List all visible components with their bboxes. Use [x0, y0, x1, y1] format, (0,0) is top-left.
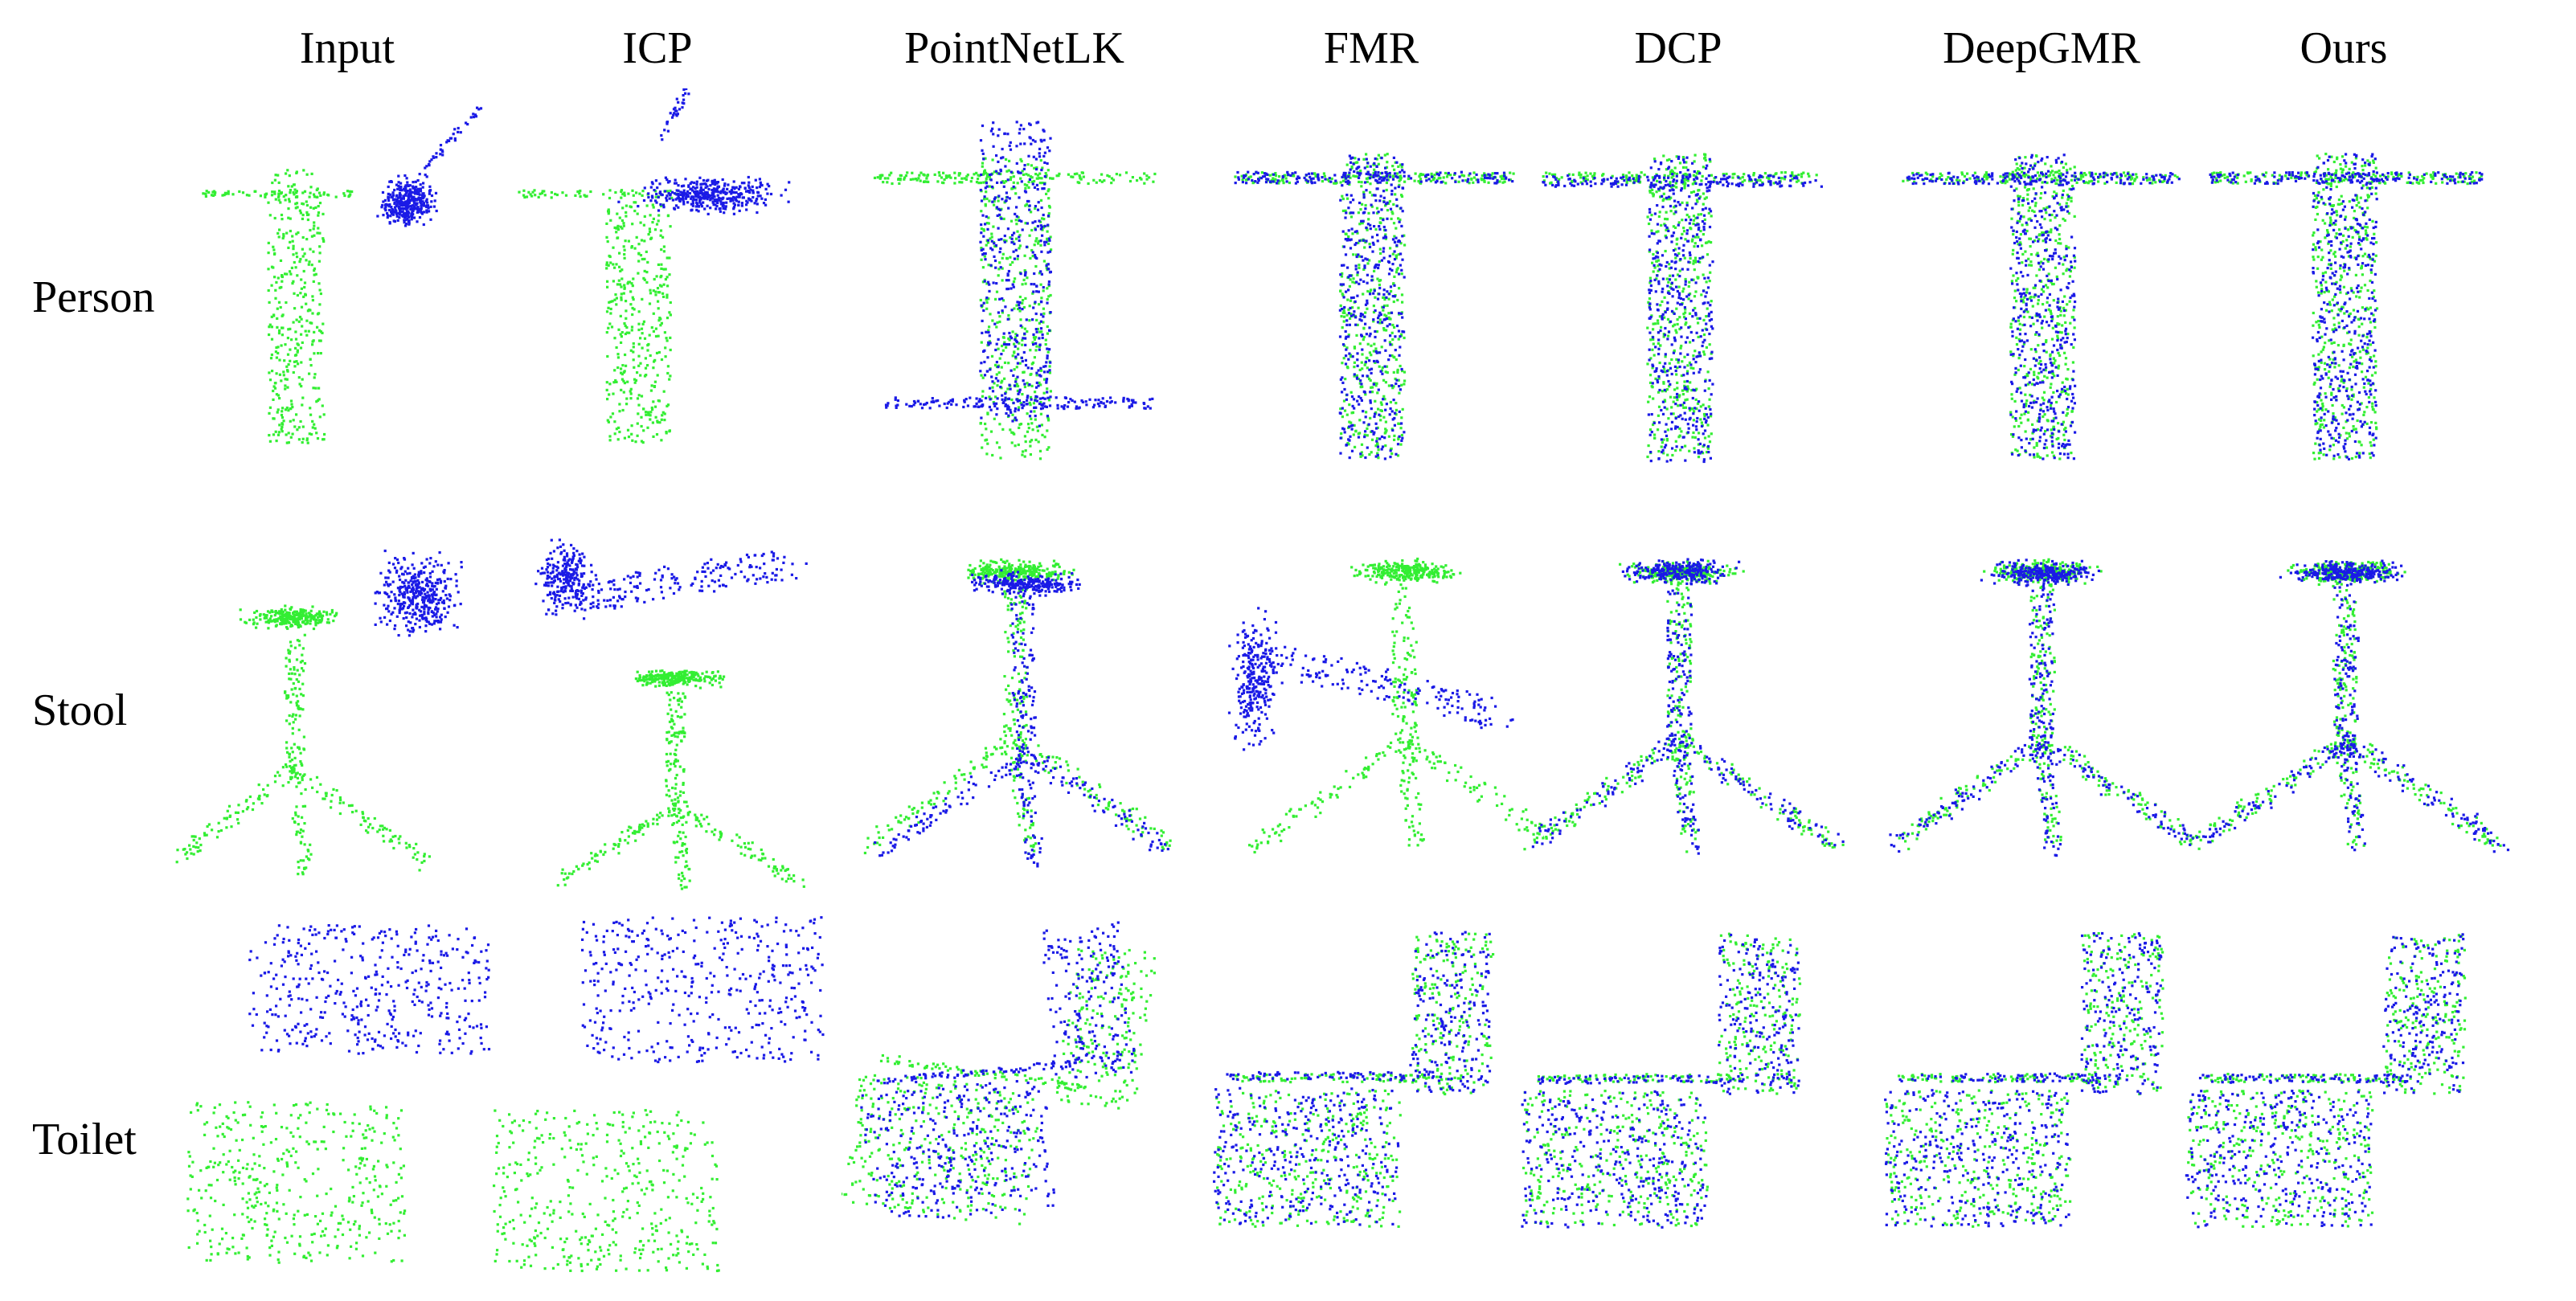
- source-points: [1889, 558, 2194, 857]
- point-cloud-toilet-deepgmr: [1869, 892, 2214, 1278]
- source-points: [1906, 153, 2181, 460]
- target-points: [556, 669, 805, 890]
- point-cloud-svg: [1521, 932, 1802, 1229]
- target-points: [842, 947, 1156, 1225]
- source-points: [248, 924, 491, 1055]
- row-label-toilet: Toilet: [32, 1114, 137, 1165]
- point-cloud-svg: [2209, 153, 2484, 460]
- point-cloud-svg: [1234, 153, 1515, 460]
- source-points: [1531, 558, 1845, 855]
- point-cloud-person-deepgmr: [1869, 88, 2214, 474]
- source-points: [860, 921, 1136, 1219]
- source-points: [534, 538, 808, 620]
- point-cloud-svg: [1884, 931, 2164, 1228]
- point-cloud-svg: [175, 549, 463, 876]
- col-title-icp: ICP: [622, 23, 692, 74]
- row-label-person: Person: [32, 272, 154, 323]
- point-cloud-svg: [1902, 153, 2181, 460]
- point-cloud-svg: [1889, 558, 2201, 857]
- target-points: [1215, 932, 1495, 1228]
- point-cloud-svg: [873, 121, 1157, 460]
- point-cloud-stool-input: [174, 514, 520, 900]
- col-title-fmr: FMR: [1324, 23, 1419, 74]
- point-cloud-stool-icp: [485, 514, 830, 900]
- target-points: [2189, 560, 2502, 847]
- source-points: [884, 121, 1154, 428]
- point-cloud-person-icp: [485, 88, 830, 474]
- target-points: [493, 1109, 720, 1273]
- point-cloud-person-fmr: [1198, 88, 1544, 474]
- point-cloud-person-dcp: [1505, 88, 1851, 474]
- point-cloud-toilet-fmr: [1198, 892, 1544, 1278]
- point-cloud-svg: [2185, 933, 2467, 1229]
- source-points: [581, 916, 825, 1064]
- point-cloud-stool-ours: [2171, 514, 2517, 900]
- point-cloud-svg: [202, 106, 483, 444]
- row-label-stool: Stool: [32, 685, 127, 736]
- target-points: [1523, 559, 1845, 853]
- target-points: [2187, 934, 2467, 1228]
- col-title-pointnetlk: PointNetLK: [904, 23, 1124, 74]
- col-title-ours: Ours: [2300, 23, 2388, 74]
- source-points: [2209, 153, 2484, 460]
- point-cloud-person-ours: [2171, 88, 2517, 474]
- point-cloud-svg: [842, 921, 1156, 1225]
- target-points: [202, 169, 354, 444]
- point-cloud-person-pointnetlk: [842, 88, 1187, 474]
- source-points: [1884, 931, 2163, 1228]
- point-cloud-svg: [534, 538, 808, 890]
- point-cloud-toilet-input: [174, 892, 520, 1278]
- point-cloud-stool-pointnetlk: [842, 514, 1187, 900]
- source-points: [1213, 931, 1492, 1226]
- point-cloud-svg: [518, 88, 791, 444]
- point-cloud-svg: [186, 924, 491, 1264]
- point-cloud-person-input: [174, 88, 520, 474]
- source-points: [376, 106, 483, 227]
- point-cloud-svg: [1523, 558, 1845, 855]
- source-points: [617, 88, 791, 215]
- point-cloud-svg: [2189, 559, 2510, 853]
- target-points: [1542, 153, 1818, 459]
- point-cloud-toilet-ours: [2171, 892, 2517, 1278]
- point-cloud-stool-deepgmr: [1869, 514, 2214, 900]
- source-points: [374, 549, 463, 637]
- target-points: [186, 1101, 407, 1264]
- point-cloud-toilet-dcp: [1505, 892, 1851, 1278]
- col-title-input: Input: [300, 23, 395, 74]
- point-cloud-svg: [863, 558, 1172, 868]
- source-points: [1542, 155, 1823, 464]
- point-cloud-toilet-icp: [485, 892, 830, 1278]
- point-cloud-stool-fmr: [1198, 514, 1544, 900]
- target-points: [1885, 932, 2164, 1228]
- col-title-deepgmr: DeepGMR: [1943, 23, 2140, 74]
- point-cloud-svg: [1227, 557, 1544, 854]
- source-points: [1234, 154, 1514, 460]
- source-points: [2196, 559, 2510, 853]
- point-cloud-toilet-pointnetlk: [842, 892, 1187, 1278]
- source-points: [2185, 933, 2465, 1229]
- target-points: [1522, 932, 1802, 1228]
- target-points: [873, 157, 1157, 460]
- point-cloud-svg: [493, 916, 825, 1273]
- point-cloud-svg: [1542, 153, 1823, 464]
- source-points: [874, 569, 1169, 868]
- col-title-dcp: DCP: [1635, 23, 1722, 74]
- point-cloud-stool-dcp: [1505, 514, 1851, 900]
- point-cloud-svg: [1213, 931, 1495, 1228]
- target-points: [175, 604, 431, 876]
- target-points: [518, 189, 678, 444]
- target-points: [1248, 557, 1544, 854]
- source-points: [1227, 607, 1514, 751]
- source-points: [1521, 933, 1800, 1229]
